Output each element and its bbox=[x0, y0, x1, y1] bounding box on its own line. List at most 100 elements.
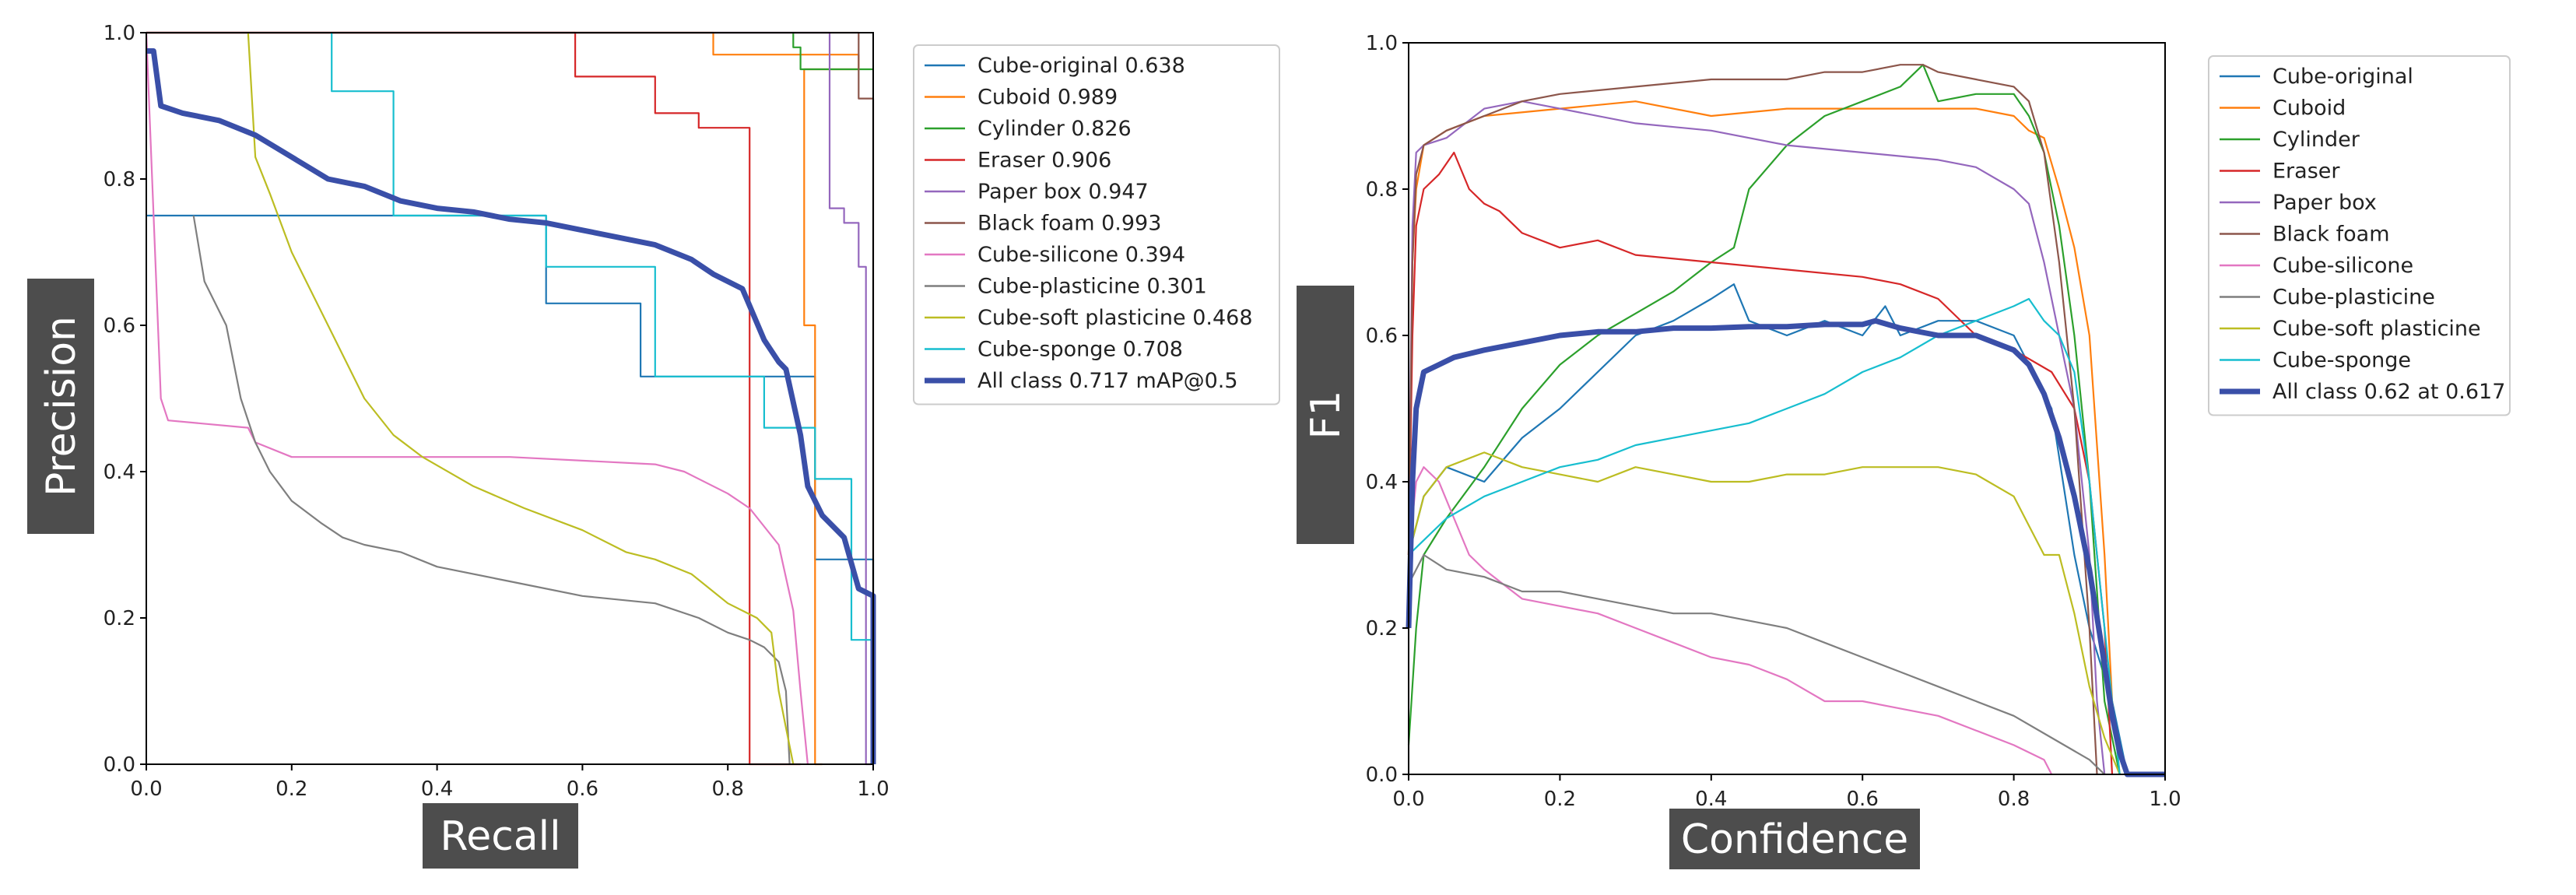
f1-legend-item: Cuboid bbox=[2220, 97, 2346, 121]
pr-legend-label: All class 0.717 mAP@0.5 bbox=[977, 369, 1238, 393]
f1-legend-label: Cube-silicone bbox=[2272, 254, 2413, 278]
f1-legend-item: Cube-silicone bbox=[2220, 254, 2413, 278]
pr-line-paper-box bbox=[146, 31, 873, 766]
pr-xtick-label: 0.8 bbox=[712, 777, 744, 801]
pr-line-cube-soft-plasticine bbox=[247, 32, 795, 765]
pr-legend-item: Cuboid 0.989 bbox=[925, 86, 1118, 110]
pr-ytick-label: 1.0 bbox=[104, 22, 135, 45]
f1-line-cube-soft-plasticine bbox=[1407, 451, 2121, 775]
f1-legend-item: Cube-plasticine bbox=[2220, 286, 2435, 310]
f1-legend-label: Cylinder bbox=[2272, 128, 2360, 152]
pr-legend-label: Eraser 0.906 bbox=[977, 149, 1111, 173]
f1-line-cube-plasticine bbox=[1408, 553, 2105, 775]
pr-line-cube-plasticine bbox=[192, 215, 791, 765]
pr-ytick-label: 0.0 bbox=[104, 753, 135, 777]
pr-xlabel: Recall bbox=[440, 813, 560, 860]
pr-legend-item: Cube-silicone 0.394 bbox=[925, 243, 1185, 267]
f1-legend-item: Black foam bbox=[2220, 223, 2390, 247]
pr-legend-item: Cube-sponge 0.708 bbox=[925, 338, 1183, 362]
pr-series-lines bbox=[145, 31, 876, 766]
f1-confidence-chart: 0.0 0.2 0.4 0.6 0.8 1.0 0.0 0.2 0.4 0.6 0.8 1.0 Cu… bbox=[1297, 32, 2511, 869]
f1-xtick-label: 1.0 bbox=[2149, 788, 2181, 811]
pr-legend-item: Cube-plasticine 0.301 bbox=[925, 275, 1207, 299]
f1-line-cube-silicone bbox=[1407, 466, 2053, 775]
f1-line-cylinder bbox=[1407, 64, 2121, 775]
f1-legend-frame bbox=[2208, 55, 2511, 416]
pr-legend-item: Paper box 0.947 bbox=[925, 180, 1149, 204]
pr-ylabel: Precision bbox=[38, 316, 85, 497]
pr-xtick-label: 0.4 bbox=[421, 777, 453, 801]
pr-plot-frame bbox=[146, 32, 874, 765]
f1-y-ticks: 0.0 0.2 0.4 0.6 0.8 1.0 bbox=[1366, 32, 1409, 787]
pr-legend-item: Cylinder 0.826 bbox=[925, 117, 1132, 141]
pr-xtick-label: 1.0 bbox=[857, 777, 889, 801]
pr-line-eraser bbox=[146, 31, 801, 766]
f1-legend-item: Cube-sponge bbox=[2220, 349, 2411, 373]
pr-line-cuboid bbox=[146, 31, 860, 766]
pr-ytick-label: 0.8 bbox=[104, 168, 135, 191]
f1-line-all-class bbox=[1406, 318, 2165, 777]
f1-legend-label: Paper box bbox=[2272, 191, 2377, 215]
f1-xlabel: Confidence bbox=[1681, 816, 1908, 863]
f1-legend-label: Cube-plasticine bbox=[2272, 286, 2435, 310]
f1-ytick-label: 1.0 bbox=[1366, 32, 1398, 55]
pr-line-cube-silicone bbox=[145, 32, 809, 765]
pr-ytick-label: 0.6 bbox=[104, 314, 135, 338]
pr-legend: Cube-original 0.638 Cuboid 0.989 Cylinder … bbox=[913, 44, 1280, 405]
f1-ytick-label: 0.4 bbox=[1366, 471, 1398, 494]
f1-x-ticks: 0.0 0.2 0.4 0.6 0.8 1.0 bbox=[1392, 774, 2181, 811]
f1-legend-label: Eraser bbox=[2272, 160, 2340, 184]
pr-ytick-label: 0.2 bbox=[104, 607, 135, 630]
pr-legend-label: Cuboid 0.989 bbox=[977, 86, 1118, 110]
f1-line-paper-box bbox=[1407, 100, 2106, 775]
pr-ytick-label: 0.4 bbox=[104, 461, 135, 484]
pr-legend-item: Black foam 0.993 bbox=[925, 212, 1161, 236]
f1-plot-frame bbox=[1408, 42, 2166, 775]
f1-ytick-label: 0.8 bbox=[1366, 178, 1398, 202]
pr-legend-label: Cube-sponge 0.708 bbox=[977, 338, 1183, 362]
f1-legend-label: Cuboid bbox=[2272, 97, 2346, 121]
f1-ylabel-box: F1 bbox=[1297, 286, 1354, 544]
f1-legend-label: Cube-sponge bbox=[2272, 349, 2411, 373]
pr-legend-label: Cube-original 0.638 bbox=[977, 54, 1185, 78]
f1-legend: Cube-original Cuboid Cylinder Eraser Paper b… bbox=[2208, 55, 2511, 416]
pr-line-all-class bbox=[146, 48, 876, 764]
f1-legend-item: Cube-soft plasticine bbox=[2220, 317, 2481, 341]
f1-line-cube-sponge bbox=[1408, 297, 2121, 775]
pr-legend-frame bbox=[913, 44, 1280, 405]
f1-xtick-label: 0.8 bbox=[1998, 788, 2030, 811]
f1-legend-label: Cube-soft plasticine bbox=[2272, 317, 2481, 341]
f1-legend-item: Cube-original bbox=[2220, 65, 2413, 89]
f1-xtick-label: 0.4 bbox=[1695, 788, 1727, 811]
pr-legend-label: Cylinder 0.826 bbox=[977, 117, 1132, 141]
pr-line-cube-original bbox=[146, 214, 875, 764]
pr-xtick-label: 0.6 bbox=[567, 777, 598, 801]
f1-xtick-label: 0.2 bbox=[1544, 788, 1576, 811]
pr-xtick-label: 0.0 bbox=[130, 777, 162, 801]
pr-x-ticks: 0.0 0.2 0.4 0.6 0.8 1.0 bbox=[130, 764, 890, 801]
pr-legend-item: Cube-original 0.638 bbox=[925, 54, 1185, 78]
pr-legend-item: Cube-soft plasticine 0.468 bbox=[925, 306, 1253, 330]
pr-legend-label: Paper box 0.947 bbox=[977, 180, 1149, 204]
precision-recall-chart: 0.0 0.2 0.4 0.6 0.8 1.0 0.0 0.2 0.4 0.6 0.8 1.0 Cu… bbox=[27, 22, 1280, 869]
pr-y-ticks: 0.0 0.2 0.4 0.6 0.8 1.0 bbox=[104, 22, 146, 777]
f1-ytick-label: 0.0 bbox=[1366, 763, 1398, 787]
pr-legend-label: Cube-soft plasticine 0.468 bbox=[977, 306, 1253, 330]
f1-line-black-foam bbox=[1407, 64, 2098, 775]
f1-legend-item: Eraser bbox=[2220, 160, 2340, 184]
f1-line-cuboid bbox=[1407, 100, 2121, 775]
pr-legend-item: Eraser 0.906 bbox=[925, 149, 1111, 173]
pr-ylabel-box: Precision bbox=[27, 279, 94, 534]
f1-xtick-label: 0.6 bbox=[1847, 788, 1879, 811]
pr-legend-label: Cube-silicone 0.394 bbox=[977, 243, 1185, 267]
f1-legend-item: Paper box bbox=[2220, 191, 2377, 215]
f1-ytick-label: 0.6 bbox=[1366, 325, 1398, 348]
f1-series-lines bbox=[1406, 64, 2165, 777]
f1-legend-label: Black foam bbox=[2272, 223, 2390, 247]
f1-xtick-label: 0.0 bbox=[1392, 788, 1424, 811]
f1-xlabel-box: Confidence bbox=[1669, 809, 1920, 869]
pr-line-cylinder bbox=[792, 33, 873, 71]
f1-legend-item: Cylinder bbox=[2220, 128, 2360, 152]
f1-legend-label: Cube-original bbox=[2272, 65, 2413, 89]
